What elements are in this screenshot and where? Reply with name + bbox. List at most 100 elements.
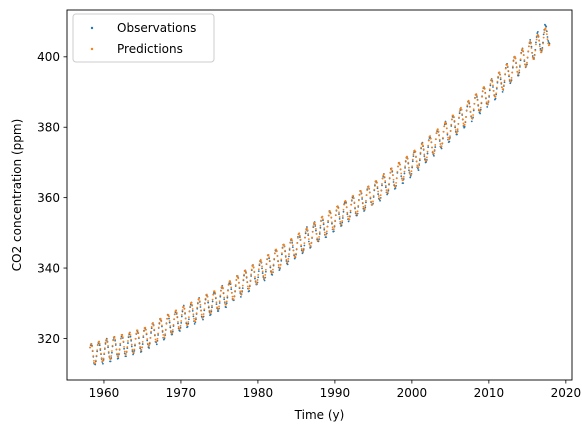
data-point (221, 285, 224, 288)
data-point (118, 348, 121, 351)
data-point (161, 331, 164, 333)
data-point (269, 266, 272, 269)
data-point (495, 92, 498, 95)
data-point (273, 252, 276, 255)
data-point (155, 340, 158, 343)
data-point (244, 269, 247, 272)
data-point (504, 73, 507, 75)
data-point (289, 241, 292, 244)
data-point (94, 359, 97, 362)
data-point (319, 226, 322, 229)
data-point (409, 176, 412, 179)
data-point (333, 224, 336, 227)
data-point (248, 284, 251, 287)
data-point (249, 279, 252, 282)
data-point (391, 174, 394, 176)
data-point (325, 236, 328, 238)
data-point (404, 159, 407, 162)
data-point (476, 99, 479, 102)
data-point (387, 189, 390, 192)
data-point (322, 222, 325, 224)
data-point (125, 355, 127, 358)
data-point (180, 320, 183, 322)
data-point (195, 317, 197, 319)
data-point (411, 158, 414, 161)
data-point (530, 47, 533, 49)
data-point (341, 215, 344, 217)
data-point (465, 109, 468, 112)
data-point (150, 326, 153, 328)
data-point (433, 154, 435, 157)
data-point (533, 54, 536, 57)
data-point (108, 355, 111, 358)
data-point (171, 332, 174, 335)
data-point (433, 152, 435, 155)
data-point (406, 157, 409, 160)
data-point (304, 232, 307, 235)
data-point (437, 130, 440, 133)
data-point (234, 289, 236, 292)
data-point (275, 248, 278, 251)
data-point (420, 146, 423, 149)
data-point (252, 264, 254, 267)
data-point (319, 224, 322, 227)
data-point (211, 306, 213, 309)
data-point (327, 219, 329, 222)
data-point (223, 301, 226, 303)
data-point (99, 347, 102, 350)
data-point (452, 115, 455, 118)
data-point (121, 336, 124, 339)
data-point (145, 328, 147, 331)
data-point (109, 358, 112, 361)
data-point (388, 177, 391, 179)
data-point (148, 347, 151, 349)
data-point (196, 301, 199, 304)
data-point (485, 101, 488, 104)
data-point (210, 309, 213, 312)
data-point (111, 344, 114, 347)
data-point (489, 83, 492, 85)
data-point (474, 97, 476, 100)
data-point (538, 39, 541, 42)
data-point (273, 257, 276, 260)
data-point (285, 258, 288, 261)
data-point (450, 125, 453, 127)
data-point (350, 203, 353, 206)
data-point (426, 152, 429, 155)
data-point (241, 289, 244, 292)
data-point (381, 183, 383, 185)
data-point (383, 173, 385, 176)
data-point (424, 157, 426, 160)
data-point (104, 343, 107, 345)
data-point (238, 281, 240, 284)
data-point (248, 287, 251, 290)
data-point (364, 204, 367, 207)
data-point (283, 245, 286, 247)
data-point (130, 343, 133, 346)
data-point (180, 315, 183, 318)
data-point (468, 105, 471, 108)
data-point (510, 76, 513, 79)
data-point (135, 332, 138, 335)
data-point (456, 131, 458, 133)
data-point (140, 350, 143, 353)
data-point (318, 235, 321, 238)
data-point (303, 242, 306, 245)
data-point (190, 301, 193, 304)
data-point (200, 309, 202, 312)
data-point (512, 60, 515, 63)
data-point (295, 248, 298, 250)
data-point (508, 78, 511, 81)
data-point (307, 238, 310, 241)
data-point (530, 45, 533, 48)
data-point (341, 220, 344, 222)
data-point (111, 350, 113, 352)
data-point (139, 347, 142, 350)
data-point (188, 310, 191, 313)
data-point (168, 317, 170, 320)
data-point (487, 100, 490, 102)
data-point (515, 61, 517, 64)
data-point (327, 214, 330, 217)
data-point (171, 329, 174, 331)
data-point (436, 128, 439, 131)
